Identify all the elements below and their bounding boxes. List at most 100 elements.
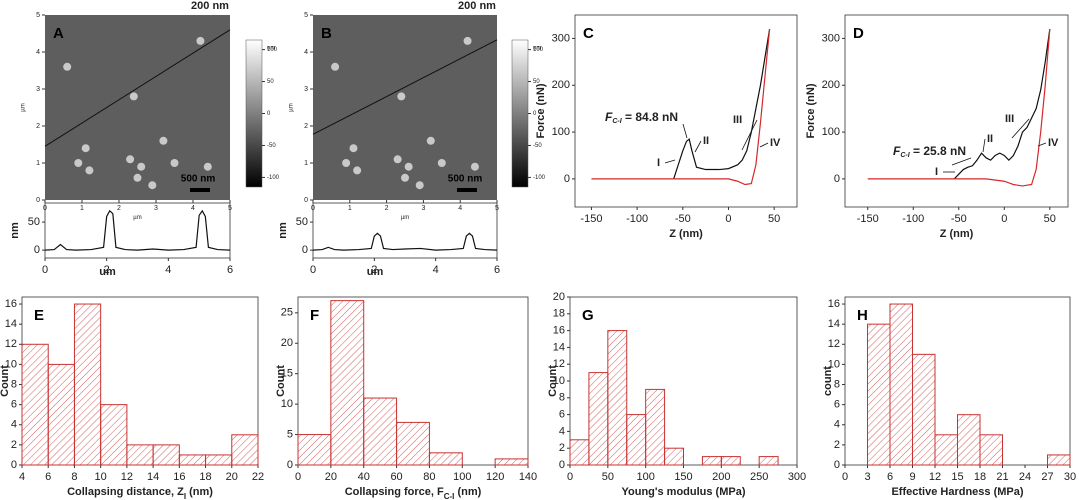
particle (393, 155, 402, 164)
y-tick-label: 12 (553, 358, 565, 370)
histogram-bar (912, 353, 936, 466)
x-tick-label: 60 (390, 471, 402, 483)
y-tick-label: 3 (304, 86, 308, 93)
histogram-bar (330, 300, 365, 466)
y-tick-label: 20 (281, 337, 293, 349)
colorbar (511, 39, 529, 188)
histogram-bar (73, 303, 102, 466)
y-axis-label: µm (21, 103, 27, 111)
x-tick-label: 50 (602, 471, 614, 483)
section-line (44, 29, 231, 147)
y-tick-label: 20 (553, 291, 565, 303)
particle (129, 92, 138, 101)
particle (137, 162, 146, 171)
colorbar-tick-label: -100 (267, 175, 280, 181)
x-tick-label: -50 (951, 213, 967, 225)
x-axis-label-text: Collapsing force, F (345, 486, 444, 498)
x-tick-label: -50 (675, 213, 691, 225)
annotation: I (657, 157, 660, 169)
y-tick-label: 0 (304, 197, 308, 204)
x-tick-label: 18 (974, 471, 986, 483)
y-tick-label: 0 (36, 197, 40, 204)
plot-frame (844, 14, 1069, 208)
y-tick-label: 50 (28, 216, 40, 228)
x-tick-label: 22 (252, 471, 264, 483)
histogram-bar (720, 456, 741, 466)
colorbar-tick-label: 50 (267, 79, 274, 85)
plot-frame (312, 202, 498, 259)
y-axis-label: Count (275, 365, 287, 397)
colorbar-label: nm (267, 46, 275, 52)
particle (170, 159, 179, 167)
x-tick-label: 0 (842, 471, 848, 483)
afm-image (45, 15, 230, 200)
annotation-arrow (951, 157, 972, 166)
annotation-arrow (682, 123, 688, 139)
histogram-bar (126, 444, 154, 466)
annotation-rest: = 84.8 nN (622, 110, 678, 124)
y-tick-label: 0 (287, 459, 293, 471)
histogram-bar (363, 397, 398, 466)
annotation-text: IV (1048, 137, 1059, 149)
particle (426, 136, 435, 145)
colorbar-tick-label: -50 (267, 143, 276, 149)
x-axis-label: um (367, 266, 384, 278)
y-tick-label: 2 (304, 123, 308, 130)
x-axis-label: µm (133, 215, 141, 221)
annotation: III (1005, 113, 1014, 125)
x-tick-label: 200 (712, 471, 730, 483)
x-tick-label: 20 (226, 471, 238, 483)
histogram-bar (205, 454, 233, 466)
x-axis-label-sub: I (184, 492, 186, 500)
x-tick-label: 14 (147, 471, 159, 483)
y-tick-label: 1 (36, 160, 40, 167)
panel-letter: B (321, 25, 332, 42)
y-tick-label: 16 (553, 325, 565, 337)
histogram-bar (588, 372, 609, 466)
histogram-bar (428, 452, 463, 466)
y-tick-label: 0 (302, 244, 308, 256)
x-axis-label-sub: C-I (444, 492, 455, 500)
annotation-sub: C-I (900, 152, 910, 159)
annotation-arrow (741, 119, 758, 151)
y-tick-label: 100 (552, 126, 570, 138)
annotation-text: F (605, 110, 613, 124)
panel-letter: E (34, 307, 44, 324)
y-tick-label: 300 (822, 32, 840, 44)
annotation-text: IV (770, 137, 781, 149)
y-tick-label: 6 (11, 399, 17, 411)
x-tick-label: 6 (887, 471, 893, 483)
x-tick-label: 2 (117, 205, 121, 212)
particle (159, 136, 168, 145)
particle (196, 36, 205, 45)
y-tick-label: 14 (553, 341, 565, 353)
annotation-text: II (987, 133, 993, 145)
x-tick-label: 250 (750, 471, 768, 483)
y-tick-label: 1 (304, 160, 308, 167)
particle (74, 159, 83, 167)
y-tick-label: 2 (559, 442, 565, 454)
histogram-bar (569, 439, 590, 466)
colorbar-label: nm (533, 46, 541, 52)
histogram-bar (21, 343, 49, 466)
x-axis-label-text: um (367, 266, 384, 278)
annotation-arrow (1037, 142, 1047, 147)
x-axis-label: um (99, 266, 116, 278)
y-tick-label: 14 (5, 318, 17, 330)
particle (415, 181, 424, 190)
x-axis-label: Effective Hardness (MPa) (891, 486, 1023, 498)
particle (342, 159, 351, 167)
x-tick-label: 18 (199, 471, 211, 483)
x-tick-label: 4 (19, 471, 25, 483)
y-axis-label: count (822, 366, 834, 396)
x-tick-label: 80 (423, 471, 435, 483)
y-tick-label: 14 (828, 318, 840, 330)
annotation: FC-I = 84.8 nN (605, 110, 678, 125)
y-tick-label: 0 (834, 173, 840, 185)
x-axis-label-text: µm (401, 215, 409, 221)
particle (81, 144, 90, 153)
histogram-bar (231, 434, 259, 466)
y-axis-label: Count (0, 365, 11, 397)
particle (470, 162, 479, 171)
annotation-arrow (664, 159, 676, 164)
